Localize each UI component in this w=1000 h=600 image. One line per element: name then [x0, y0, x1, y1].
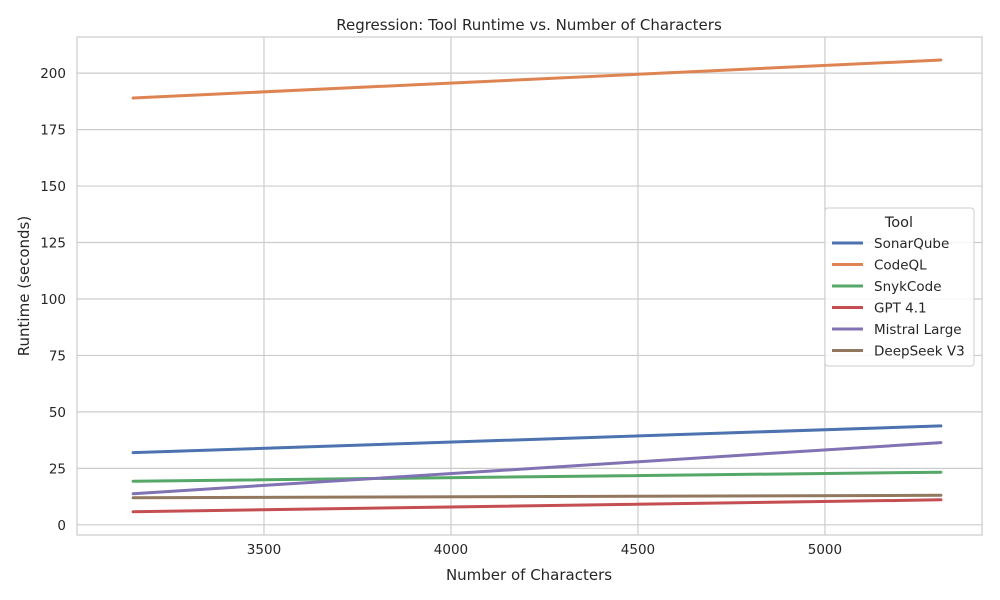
series-line-gpt-4-1 [131, 498, 943, 514]
y-tick-label: 0 [57, 518, 66, 534]
y-tick-labels: 0 25 50 75 100 125 150 175 200 [40, 66, 66, 534]
legend-label-deepseek-v3: DeepSeek V3 [874, 344, 965, 360]
x-tick-label: 3500 [247, 542, 281, 558]
y-tick-label: 175 [40, 123, 66, 139]
y-tick-label: 75 [49, 348, 66, 364]
y-tick-label: 125 [40, 236, 66, 252]
y-tick-label: 150 [40, 179, 66, 195]
x-tick-label: 4000 [434, 542, 468, 558]
legend-label-mistral-large: Mistral Large [874, 322, 962, 338]
legend-title: Tool [884, 215, 913, 231]
y-tick-label: 50 [49, 405, 66, 421]
series-line-mistral-large [131, 441, 943, 496]
chart-title: Regression: Tool Runtime vs. Number of C… [336, 16, 722, 34]
y-tick-label: 100 [40, 292, 66, 308]
x-tick-labels: 3500 4000 4500 5000 [247, 542, 842, 558]
plot-frame [76, 36, 983, 536]
legend: Tool SonarQube CodeQL SnykCode GPT 4.1 Mistr… [824, 207, 975, 367]
series-line-sonarqube [131, 424, 943, 455]
legend-label-gpt-4-1: GPT 4.1 [874, 301, 927, 317]
x-axis-title: Number of Characters [446, 566, 612, 584]
y-axis-title: Runtime (seconds) [15, 216, 33, 356]
x-tick-label: 5000 [808, 542, 842, 558]
x-tick-label: 4500 [621, 542, 655, 558]
legend-label-snykcode: SnykCode [874, 279, 942, 295]
legend-label-codeql: CodeQL [874, 258, 927, 274]
legend-label-sonarqube: SonarQube [874, 236, 949, 252]
series-line-snykcode [131, 470, 943, 483]
y-tick-label: 25 [49, 461, 66, 477]
series-lines [131, 58, 943, 514]
legend-items: SonarQube CodeQL SnykCode GPT 4.1 Mistral La… [832, 236, 965, 360]
legend-box [824, 207, 975, 367]
series-line-deepseek-v3 [131, 493, 943, 500]
y-tick-label: 200 [40, 66, 66, 82]
series-line-codeql [131, 58, 943, 100]
